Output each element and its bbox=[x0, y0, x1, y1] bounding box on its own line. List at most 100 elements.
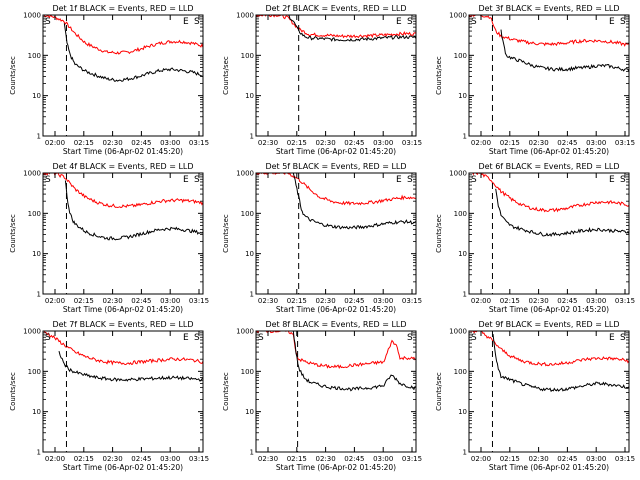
period-marker-e: E bbox=[396, 175, 402, 185]
plot-frame bbox=[468, 172, 630, 295]
x-tick-label: 03:15 bbox=[189, 297, 209, 305]
x-axis-label: Start Time (06-Apr-02 01:45:20) bbox=[489, 147, 609, 156]
y-tick-label: 10 bbox=[32, 250, 41, 258]
period-marker-s: S bbox=[194, 333, 200, 343]
x-tick-label: 02:00 bbox=[45, 455, 65, 463]
series-events-line bbox=[287, 15, 416, 42]
x-tick-label: 02:45 bbox=[344, 139, 364, 147]
y-tick-label: 1 bbox=[250, 449, 254, 457]
period-marker-s: S bbox=[194, 175, 200, 185]
series-lld-line bbox=[43, 15, 203, 55]
x-axis-label: Start Time (06-Apr-02 01:45:20) bbox=[63, 147, 183, 156]
period-marker-e: E bbox=[609, 333, 615, 343]
y-tick-label: 10 bbox=[458, 408, 467, 416]
x-tick-label: 02:30 bbox=[529, 139, 549, 147]
x-tick-label: 03:15 bbox=[402, 139, 422, 147]
x-tick-label: 02:15 bbox=[500, 455, 520, 463]
y-axis-label: Counts/sec bbox=[9, 56, 17, 95]
x-tick-label: 02:30 bbox=[258, 455, 278, 463]
y-tick-label: 100 bbox=[241, 368, 254, 376]
y-tick-label: 1 bbox=[463, 449, 467, 457]
series-lld-line bbox=[469, 173, 629, 213]
chart-panel-3: Det 3f BLACK = Events, RED = LLD 1 10 100 10… bbox=[435, 4, 635, 156]
x-tick-label: 02:45 bbox=[344, 297, 364, 305]
x-tick-label: 02:00 bbox=[45, 297, 65, 305]
y-axis-label: Counts/sec bbox=[222, 214, 230, 253]
y-tick-label: 10 bbox=[458, 250, 467, 258]
x-axis-label: Start Time (06-Apr-02 01:45:20) bbox=[276, 305, 396, 314]
chart-title: Det 8f BLACK = Events, RED = LLD bbox=[265, 320, 406, 329]
y-tick-label: 1 bbox=[463, 291, 467, 299]
x-tick-label: 03:15 bbox=[615, 139, 635, 147]
x-tick-label: 02:30 bbox=[316, 139, 336, 147]
plot-frame bbox=[468, 14, 630, 137]
chart-panel-8: Det 8f BLACK = Events, RED = LLD 1 10 100 10… bbox=[222, 320, 422, 472]
y-tick-label: 100 bbox=[454, 368, 467, 376]
x-tick-label: 02:45 bbox=[557, 455, 577, 463]
series-events-line bbox=[292, 173, 416, 230]
y-tick-label: 10 bbox=[245, 250, 254, 258]
x-axis-label: Start Time (06-Apr-02 01:45:20) bbox=[63, 305, 183, 314]
period-marker-s: S bbox=[407, 17, 413, 27]
x-tick-label: 02:30 bbox=[529, 455, 549, 463]
y-tick-label: 1 bbox=[463, 133, 467, 141]
y-tick-label: 1000 bbox=[23, 170, 41, 178]
series-events-line bbox=[63, 23, 203, 82]
period-marker-s: S bbox=[407, 175, 413, 185]
x-tick-label: 03:00 bbox=[586, 139, 606, 147]
chart-panel-1: Det 1f BLACK = Events, RED = LLD 1 10 100 10… bbox=[9, 4, 209, 156]
y-axis-label: Counts/sec bbox=[222, 56, 230, 95]
x-tick-label: 03:00 bbox=[373, 455, 393, 463]
y-axis-label: Counts/sec bbox=[9, 214, 17, 253]
x-tick-label: 02:30 bbox=[529, 297, 549, 305]
y-tick-label: 1000 bbox=[449, 12, 467, 20]
chart-panel-2: Det 2f BLACK = Events, RED = LLD 1 10 100 10… bbox=[222, 4, 422, 156]
x-tick-label: 02:15 bbox=[500, 297, 520, 305]
y-tick-label: 10 bbox=[245, 408, 254, 416]
x-tick-label: 03:15 bbox=[615, 297, 635, 305]
y-tick-label: 100 bbox=[241, 210, 254, 218]
x-axis-label: Start Time (06-Apr-02 01:45:20) bbox=[276, 463, 396, 472]
series-events-line bbox=[492, 334, 629, 393]
x-tick-label: 02:45 bbox=[557, 139, 577, 147]
x-tick-label: 02:45 bbox=[344, 455, 364, 463]
chart-panel-5: Det 5f BLACK = Events, RED = LLD 1 10 100 10… bbox=[222, 162, 422, 314]
x-tick-label: 02:30 bbox=[316, 297, 336, 305]
x-tick-label: 02:15 bbox=[287, 297, 307, 305]
chart-panel-6: Det 6f BLACK = Events, RED = LLD 1 10 100 10… bbox=[435, 162, 635, 314]
x-tick-label: 02:15 bbox=[287, 455, 307, 463]
x-tick-label: 02:15 bbox=[287, 139, 307, 147]
x-axis-label: Start Time (06-Apr-02 01:45:20) bbox=[489, 305, 609, 314]
y-tick-label: 1000 bbox=[23, 12, 41, 20]
x-tick-label: 02:30 bbox=[258, 139, 278, 147]
plot-frame bbox=[42, 172, 204, 295]
period-marker-e: E bbox=[609, 17, 615, 27]
x-tick-label: 02:00 bbox=[45, 139, 65, 147]
y-tick-label: 100 bbox=[241, 52, 254, 60]
x-tick-label: 02:15 bbox=[74, 139, 94, 147]
y-axis-label: Counts/sec bbox=[435, 56, 443, 95]
x-tick-label: 03:15 bbox=[402, 455, 422, 463]
period-marker-s: S bbox=[471, 175, 477, 185]
x-axis-label: Start Time (06-Apr-02 01:45:20) bbox=[489, 463, 609, 472]
period-marker-s: S bbox=[45, 175, 51, 185]
y-axis-label: Counts/sec bbox=[435, 214, 443, 253]
x-axis-label: Start Time (06-Apr-02 01:45:20) bbox=[276, 147, 396, 156]
x-tick-label: 02:45 bbox=[557, 297, 577, 305]
chart-title: Det 1f BLACK = Events, RED = LLD bbox=[52, 4, 193, 13]
x-tick-label: 02:45 bbox=[131, 139, 151, 147]
period-marker-s: S bbox=[620, 333, 626, 343]
y-tick-label: 10 bbox=[458, 92, 467, 100]
period-marker-e: E bbox=[609, 175, 615, 185]
x-tick-label: 02:30 bbox=[316, 455, 336, 463]
period-marker-s: S bbox=[258, 333, 264, 343]
period-marker-s: S bbox=[620, 175, 626, 185]
y-axis-label: Counts/sec bbox=[9, 372, 17, 411]
y-tick-label: 1000 bbox=[449, 170, 467, 178]
series-lld-line bbox=[256, 15, 416, 39]
period-marker-s: S bbox=[194, 17, 200, 27]
x-tick-label: 02:30 bbox=[103, 139, 123, 147]
x-tick-label: 03:00 bbox=[160, 455, 180, 463]
series-lld-line bbox=[469, 15, 629, 47]
